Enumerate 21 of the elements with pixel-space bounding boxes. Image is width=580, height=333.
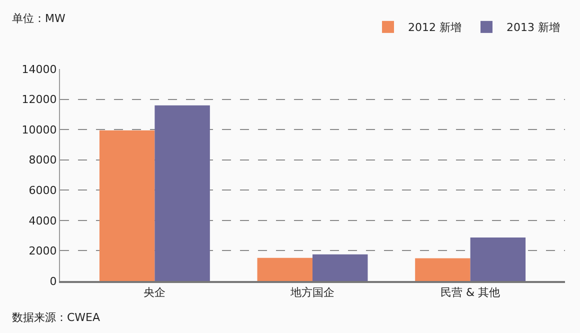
bar (470, 238, 526, 281)
x-tick-label: 民营 & 其他 (440, 286, 500, 300)
y-tick-label: 14000 (22, 62, 57, 76)
x-tick-label: 央企 (144, 286, 166, 300)
y-tick-label: 2000 (28, 244, 57, 258)
bar (415, 258, 470, 281)
y-tick-label: 8000 (28, 154, 57, 167)
y-tick-label: 4000 (28, 214, 57, 228)
bar (154, 105, 210, 281)
y-tick-label: 6000 (28, 184, 57, 197)
y-tick-label: 0 (50, 274, 57, 288)
bar (257, 258, 312, 281)
legend-label: 2013 新增 (506, 21, 560, 34)
bar (99, 130, 155, 281)
x-tick-label: 地方国企 (290, 286, 334, 300)
bar (312, 254, 368, 281)
legend-label: 2012 新增 (408, 21, 462, 34)
y-tick-label: 10000 (22, 123, 57, 136)
y-tick-label: 12000 (22, 93, 57, 106)
y-axis-title: 单位：MW (12, 12, 66, 25)
source-note: 数据来源：CWEA (12, 311, 101, 324)
